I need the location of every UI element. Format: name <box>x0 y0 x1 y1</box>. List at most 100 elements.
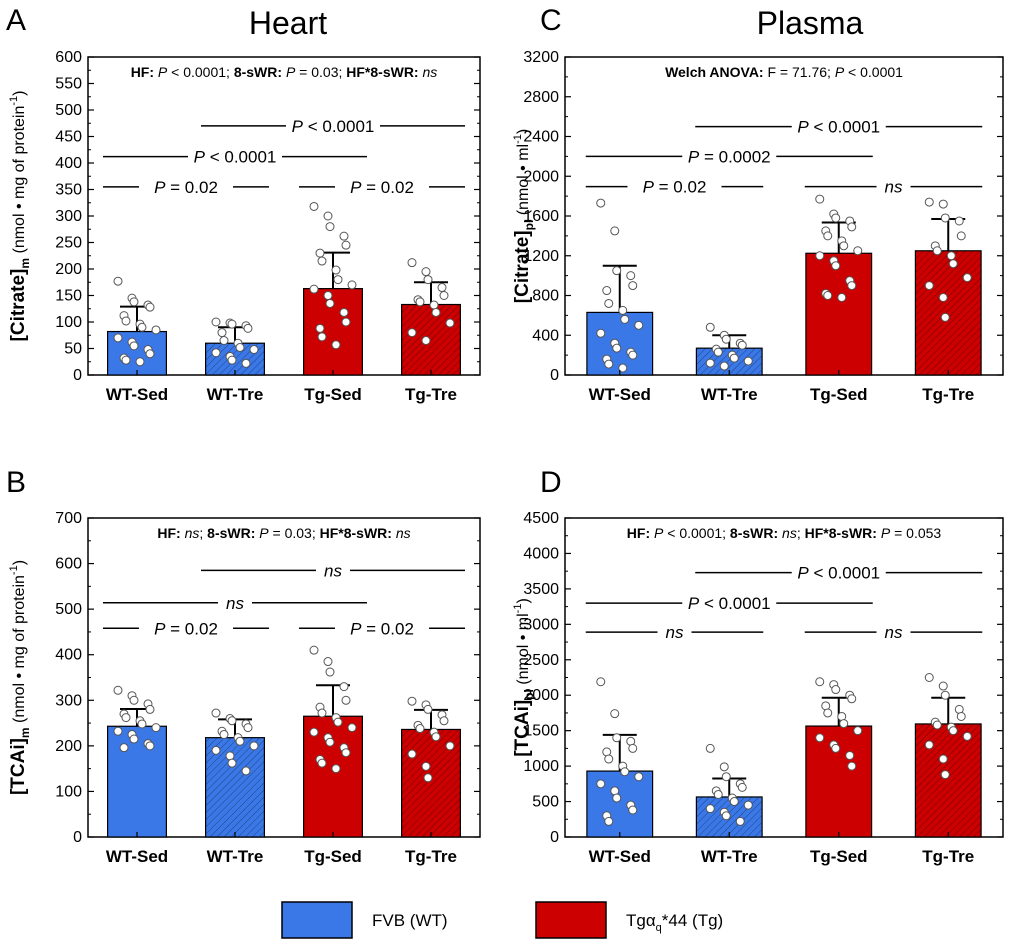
data-point-WT-Tre <box>713 789 723 799</box>
data-point-Tg-Sed <box>331 265 341 275</box>
y-tick-label: 350 <box>55 182 82 199</box>
data-point-Tg-Tre <box>924 281 934 291</box>
data-point-Tg-Tre <box>423 704 433 714</box>
y-tick-label: 2000 <box>523 168 559 185</box>
comparison-label-run-1: = 0.02 <box>361 178 413 197</box>
legend-tg-label: Tgαq*44 (Tg) <box>626 911 723 934</box>
stat-annotation: HF: ns; 8-sWR: P = 0.03; HF*8-sWR: ns <box>157 525 410 541</box>
data-point-Tg-Sed <box>847 761 857 771</box>
y-axis-label-part-4: ) <box>11 560 28 565</box>
data-point-Tg-Tre <box>423 773 433 783</box>
comparison-label-run-0: P <box>797 564 809 583</box>
data-point-Tg-Sed <box>853 246 863 256</box>
data-point-WT-Tre <box>227 716 237 726</box>
data-point-Tg-Sed <box>839 241 849 251</box>
data-point-WT-Sed <box>129 297 139 307</box>
comparison-label: ns <box>226 594 244 613</box>
stat-annotation-run-0: HF: <box>131 64 158 80</box>
y-tick-label: 400 <box>55 647 82 664</box>
data-point-WT-Tre <box>243 723 253 733</box>
y-tick-label: 200 <box>55 261 82 278</box>
data-point-WT-Sed <box>596 328 606 338</box>
data-point-WT-Sed <box>612 793 622 803</box>
data-point-Tg-Tre <box>940 213 950 223</box>
comparison-label: P = 0.02 <box>643 178 707 197</box>
data-point-WT-Tre <box>211 317 221 327</box>
data-point-Tg-Tre <box>431 307 441 317</box>
y-tick-label: 100 <box>55 783 82 800</box>
x-tick-label: Tg-Tre <box>405 385 457 404</box>
x-tick-label: Tg-Sed <box>810 385 868 404</box>
data-point-WT-Sed <box>604 359 614 369</box>
y-axis-label-part-3: -1 <box>8 565 20 575</box>
data-point-WT-Tre <box>729 797 739 807</box>
data-point-WT-Sed <box>604 816 614 826</box>
y-tick-label: 250 <box>55 235 82 252</box>
data-point-WT-Sed <box>610 709 620 719</box>
y-tick-label: 0 <box>550 367 559 384</box>
y-tick-label: 1000 <box>523 758 559 775</box>
data-point-Tg-Tre <box>421 336 431 346</box>
data-point-Tg-Sed <box>325 667 335 677</box>
data-point-Tg-Tre <box>948 259 958 269</box>
legend-wt-label: FVB (WT) <box>372 911 448 930</box>
data-point-Tg-Sed <box>341 748 351 758</box>
data-point-WT-Sed <box>604 298 614 308</box>
data-point-WT-Tre <box>235 342 245 352</box>
data-point-WT-Sed <box>628 350 638 360</box>
y-tick-label: 600 <box>55 556 82 573</box>
data-point-Tg-Tre <box>415 297 425 307</box>
data-point-WT-Tre <box>705 743 715 753</box>
data-point-Tg-Tre <box>938 754 948 764</box>
stat-annotation-run-4: P <box>286 64 296 80</box>
y-tick-label: 500 <box>532 794 559 811</box>
data-point-Tg-Sed <box>347 723 357 733</box>
x-tick-label: Tg-Sed <box>304 385 362 404</box>
x-tick-label: Tg-Tre <box>922 847 974 866</box>
data-point-WT-Sed <box>620 767 630 777</box>
data-point-WT-Tre <box>705 358 715 368</box>
panel-C: C 0 400 800 1200 1600 2000 2400 2800 3200 [Citrate… <box>512 4 1004 404</box>
comparison-label-run-0: P <box>688 594 700 613</box>
comparison-label-run-0: P <box>350 619 362 638</box>
data-point-Tg-Sed <box>341 695 351 705</box>
y-axis-label-part-3: -1 <box>512 604 524 614</box>
panel-A: A 0 50 100 150 200 250 300 350 400 450 500 550 600 [Ci… <box>6 4 481 404</box>
stat-annotation-run-6: HF*8-sWR: <box>320 525 396 541</box>
data-point-WT-Tre <box>243 323 253 333</box>
x-tick-label: Tg-Tre <box>922 385 974 404</box>
stat-annotation: HF: P < 0.0001; 8-sWR: P = 0.03; HF*8-sW… <box>131 64 438 80</box>
stat-annotation-run-6: HF*8-sWR: <box>346 64 422 80</box>
data-point-Tg-Sed <box>339 307 349 317</box>
data-point-WT-Sed <box>145 741 155 751</box>
data-point-Tg-Sed <box>315 248 325 258</box>
data-point-Tg-Sed <box>853 726 863 736</box>
data-point-Tg-Tre <box>956 711 966 721</box>
y-tick-label: 4000 <box>523 545 559 562</box>
data-point-Tg-Tre <box>421 267 431 277</box>
data-point-WT-Tre <box>737 340 747 350</box>
legend-tg-swatch <box>535 901 607 939</box>
y-axis-label: [Citrate]m (nmol • mg of protein-1) <box>8 91 32 342</box>
comparison-label-run-0: P <box>194 148 206 167</box>
comparison-label-run-0: ns <box>324 561 342 580</box>
x-tick-label: WT-Tre <box>701 385 758 404</box>
data-point-WT-Sed <box>137 719 147 729</box>
data-point-Tg-Tre <box>431 732 441 742</box>
y-tick-label: 1200 <box>523 248 559 265</box>
data-point-Tg-Sed <box>333 717 343 727</box>
stat-annotation-run-5: = 0.03; <box>295 64 346 80</box>
stat-annotation-run-1: F = 71.76; <box>767 64 834 80</box>
stat-annotation-run-1: P <box>654 525 664 541</box>
data-point-Tg-Sed <box>341 240 351 250</box>
y-tick-label: 150 <box>55 288 82 305</box>
data-point-Tg-Sed <box>331 764 341 774</box>
y-axis-label-part-4: ) <box>515 129 532 134</box>
y-axis-label-part-3: -1 <box>8 96 20 106</box>
y-tick-label: 600 <box>55 49 82 66</box>
data-point-WT-Sed <box>137 322 147 332</box>
y-tick-label: 0 <box>550 829 559 846</box>
y-axis-label-part-1: m <box>18 258 32 269</box>
data-point-Tg-Sed <box>341 317 351 327</box>
